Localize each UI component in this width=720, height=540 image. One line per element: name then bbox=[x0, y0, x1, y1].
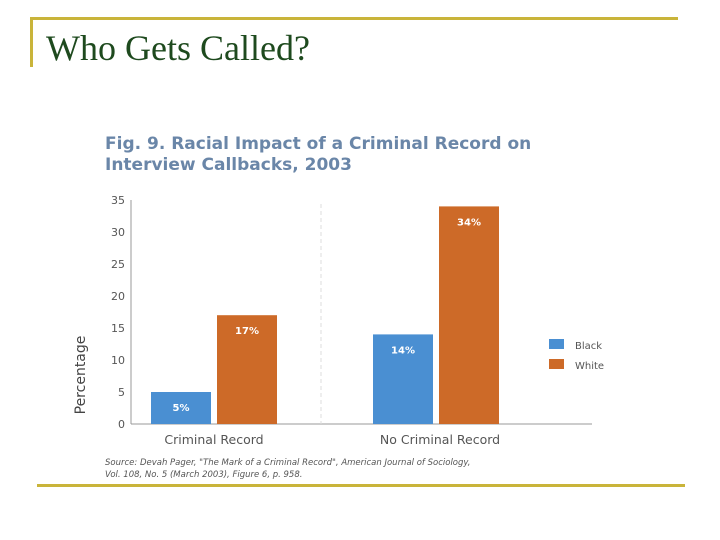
y-tick-label: 15 bbox=[111, 322, 125, 335]
bars: 5% 17% 14% 34% bbox=[151, 206, 499, 424]
chart-title-line-2: Interview Callbacks, 2003 bbox=[105, 155, 352, 175]
bar-black-criminal-record bbox=[151, 392, 211, 424]
legend-swatch-white bbox=[549, 359, 564, 369]
x-category-label: Criminal Record bbox=[164, 432, 263, 447]
top-rule bbox=[30, 17, 678, 20]
bar-value-label: 5% bbox=[173, 403, 190, 414]
y-tick-label: 5 bbox=[118, 386, 125, 399]
source-line-1: Source: Devah Pager, "The Mark of a Crim… bbox=[105, 458, 470, 468]
left-rule bbox=[30, 17, 33, 67]
y-tick-label: 35 bbox=[111, 194, 125, 207]
y-axis-label: Percentage bbox=[73, 336, 89, 415]
bar-value-label: 17% bbox=[235, 326, 259, 337]
y-tick-label: 0 bbox=[118, 418, 125, 431]
slide-title: Who Gets Called? bbox=[46, 28, 310, 68]
y-tick-label: 10 bbox=[111, 354, 125, 367]
y-tick-label: 30 bbox=[111, 226, 125, 239]
bottom-rule bbox=[37, 484, 685, 487]
x-axis-categories: Criminal Record No Criminal Record bbox=[164, 432, 500, 447]
bar-value-label: 14% bbox=[391, 345, 415, 356]
chart-figure: Fig. 9. Racial Impact of a Criminal Reco… bbox=[40, 120, 686, 482]
bar-white-no-criminal-record bbox=[439, 206, 499, 424]
legend-label-black: Black bbox=[575, 341, 602, 352]
x-category-label: No Criminal Record bbox=[380, 432, 500, 447]
bar-black-no-criminal-record bbox=[373, 334, 433, 424]
legend-label-white: White bbox=[575, 361, 604, 372]
bar-value-label: 34% bbox=[457, 217, 481, 228]
source-line-2: Vol. 108, No. 5 (March 2003), Figure 6, … bbox=[105, 470, 302, 480]
bar-white-criminal-record bbox=[217, 315, 277, 424]
legend: Black White bbox=[549, 339, 604, 372]
y-axis-ticks: 0 5 10 15 20 25 30 35 bbox=[111, 194, 125, 431]
bar-chart: Fig. 9. Racial Impact of a Criminal Reco… bbox=[73, 134, 604, 480]
y-tick-label: 20 bbox=[111, 290, 125, 303]
y-tick-label: 25 bbox=[111, 258, 125, 271]
legend-swatch-black bbox=[549, 339, 564, 349]
chart-title-line-1: Fig. 9. Racial Impact of a Criminal Reco… bbox=[105, 134, 531, 154]
